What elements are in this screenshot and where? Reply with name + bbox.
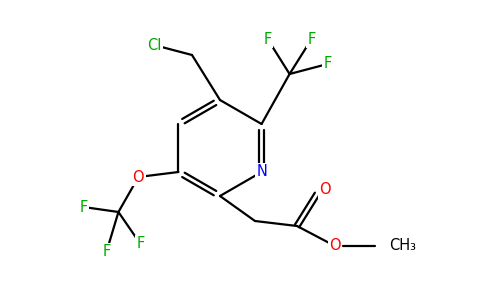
Text: CH₃: CH₃ bbox=[389, 238, 416, 253]
Text: O: O bbox=[319, 182, 331, 197]
Text: F: F bbox=[136, 236, 145, 251]
Text: N: N bbox=[256, 164, 267, 179]
Text: F: F bbox=[307, 32, 316, 46]
Text: O: O bbox=[329, 238, 341, 253]
Text: F: F bbox=[323, 56, 332, 71]
Text: O: O bbox=[133, 169, 144, 184]
Text: F: F bbox=[102, 244, 110, 260]
Text: Cl: Cl bbox=[147, 38, 161, 52]
Text: F: F bbox=[263, 32, 272, 46]
Text: F: F bbox=[79, 200, 88, 214]
